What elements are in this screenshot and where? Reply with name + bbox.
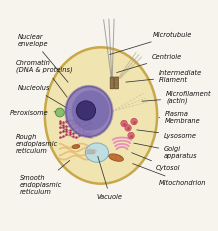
Circle shape xyxy=(131,118,137,125)
Circle shape xyxy=(125,125,131,131)
Ellipse shape xyxy=(45,47,157,184)
Text: Intermediate
Filament: Intermediate Filament xyxy=(126,70,202,83)
FancyBboxPatch shape xyxy=(115,77,118,89)
Text: Cytosol: Cytosol xyxy=(132,153,181,171)
Text: Centriole: Centriole xyxy=(117,54,182,73)
Ellipse shape xyxy=(109,154,123,161)
Ellipse shape xyxy=(85,143,109,162)
Circle shape xyxy=(128,132,134,139)
Ellipse shape xyxy=(85,149,96,154)
Text: Chromatin
(DNA & proteins): Chromatin (DNA & proteins) xyxy=(16,60,72,97)
Circle shape xyxy=(55,108,64,117)
Text: Plasma
Membrane: Plasma Membrane xyxy=(159,111,201,124)
Text: Mitochondrion: Mitochondrion xyxy=(133,164,207,186)
Ellipse shape xyxy=(66,86,112,137)
Text: Vacuole: Vacuole xyxy=(97,156,123,200)
FancyBboxPatch shape xyxy=(110,77,114,89)
Text: Nuclear
envelope: Nuclear envelope xyxy=(18,34,68,82)
Text: Microtubule: Microtubule xyxy=(110,32,192,55)
Circle shape xyxy=(121,120,127,127)
Ellipse shape xyxy=(72,145,80,149)
Text: Microfilament
(actin): Microfilament (actin) xyxy=(142,91,212,104)
Text: Peroxisome: Peroxisome xyxy=(10,110,57,116)
Text: Rough
endoplasmic
reticulum: Rough endoplasmic reticulum xyxy=(16,130,64,154)
Text: Lysosome: Lysosome xyxy=(137,130,197,139)
Text: Golgi
apparatus: Golgi apparatus xyxy=(134,143,198,159)
Ellipse shape xyxy=(72,90,109,131)
Text: Nucleolus: Nucleolus xyxy=(18,85,70,110)
Circle shape xyxy=(76,101,95,120)
Text: Smooth
endoplasmic
reticulum: Smooth endoplasmic reticulum xyxy=(20,160,70,195)
